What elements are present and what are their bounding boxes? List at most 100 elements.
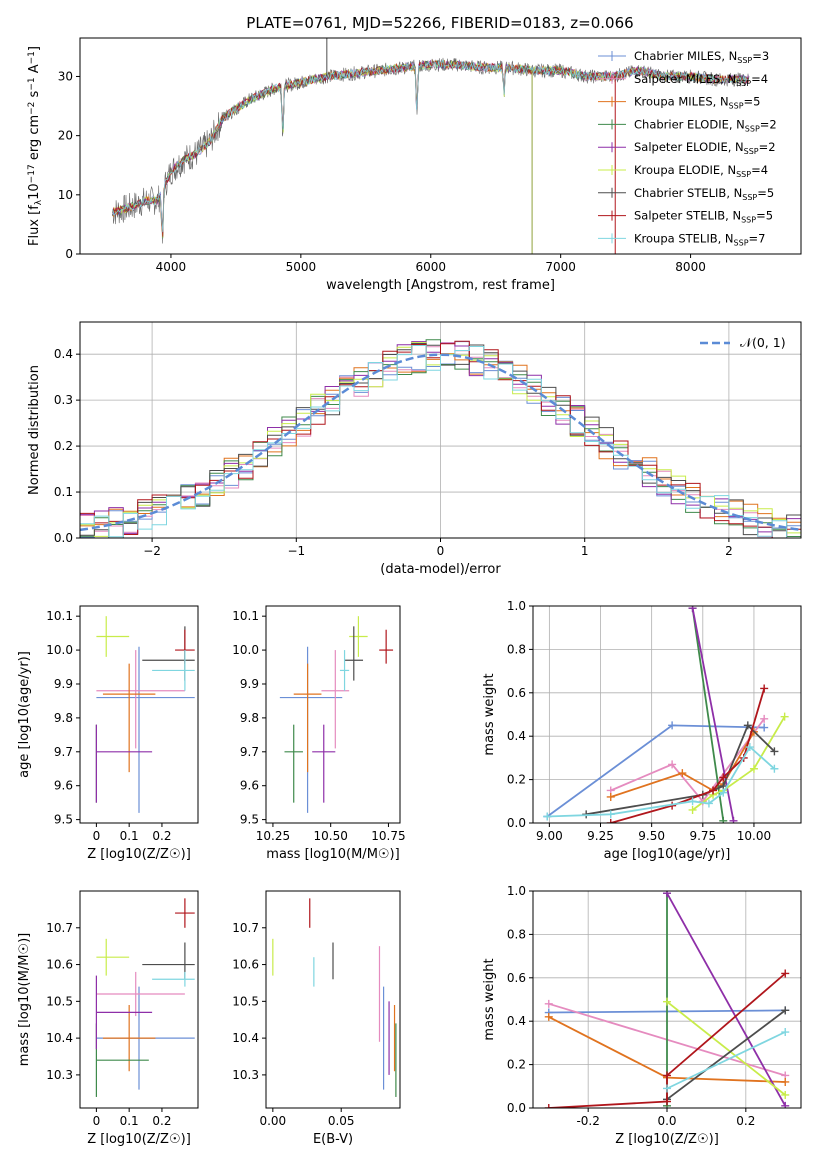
errorbar-point (96, 650, 185, 749)
weight-marker (781, 1090, 790, 1099)
weight-marker (663, 891, 671, 898)
x-tick-label: 9.50 (638, 829, 665, 843)
plot-area (533, 606, 801, 823)
legend-subscript: SSP (745, 124, 760, 133)
y-label-part: s (27, 90, 42, 101)
weight-line (666, 892, 786, 1107)
legend-subscript: SSP (736, 79, 751, 88)
x-axis-label: Z [log10(Z/Z☉)] (87, 847, 191, 862)
x-tick-label: 0 (93, 829, 101, 843)
weight-marker (760, 714, 769, 723)
weight-vs-metallicity-panel: -0.2 0.0 0.2 0.0 0.2 0.4 0.6 0.8 1.0 Z [log10(Z/Z… (482, 884, 802, 1147)
axes-frame: 0.00 0.05 10.3 10.4 10.5 10.6 10.7 E(B-V) (232, 890, 401, 1147)
x-tick-label: 10.75 (371, 829, 405, 843)
legend-label: 𝒩(0, 1) (740, 335, 786, 350)
y-tick-label: 9.7 (240, 745, 259, 759)
weight-marker (729, 816, 738, 823)
weight-line (691, 608, 725, 821)
y-tick-label: 10.4 (46, 1031, 73, 1045)
x-axis-label: age [log10(age/yr)] (604, 847, 731, 862)
weight-marker (544, 1104, 553, 1108)
y-tick-label: 9.6 (240, 779, 259, 793)
axes-frame: −2 −1 0 1 2 0.0 0.1 0.2 0.3 0.4 (data-model)/error… (27, 321, 802, 577)
errorbar-point (339, 650, 350, 691)
weight-marker (688, 606, 697, 613)
y-tick-label: 9.5 (54, 813, 73, 827)
residuals-histogram-panel: −2 −1 0 1 2 0.0 0.1 0.2 0.3 0.4 (data-model)/error… (27, 321, 802, 577)
y-tick-label: 10.0 (46, 643, 73, 657)
y-tick-label: 0.4 (54, 347, 73, 361)
plot-marks (272, 898, 397, 1097)
weight-marker (770, 747, 779, 756)
y-label-part: ] (27, 46, 42, 51)
plot-marks (112, 38, 750, 254)
y-axis-label: age [log10(age/yr)] (17, 651, 32, 778)
weight-marker (704, 799, 713, 808)
errorbar-point (349, 616, 368, 657)
plot-area (266, 891, 400, 1108)
y-label-part: 10 (27, 183, 42, 200)
plot-area (266, 606, 400, 823)
axes-border (265, 605, 401, 824)
model-spectrum (112, 59, 749, 233)
weight-marker (780, 712, 789, 721)
legend-subscript: SSP (742, 193, 757, 202)
x-tick-label: 9.25 (587, 829, 614, 843)
x-tick-label: 5000 (286, 260, 317, 274)
histogram-legend: 𝒩(0, 1) (700, 335, 786, 350)
legend-suffix: =5 (744, 95, 761, 109)
errorbar-point (312, 724, 336, 803)
y-label-part: −1 (27, 51, 37, 64)
legend-subscript: SSP (741, 216, 756, 225)
legend-subscript: SSP (737, 56, 752, 65)
axes-border (265, 890, 401, 1109)
legend-label: Kroupa ELODIE, NSSP=4 (634, 163, 768, 179)
x-tick-label: 9.00 (536, 829, 563, 843)
weight-marker (663, 1097, 671, 1106)
y-label-part: Flux [f (27, 205, 42, 246)
weight-marker (760, 723, 769, 732)
x-axis-label: Z [log10(Z/Z☉)] (615, 1132, 719, 1147)
x-tick-label: 7000 (545, 260, 576, 274)
legend-suffix: =5 (756, 209, 773, 223)
figure-title: PLATE=0761, MJD=52266, FIBERID=0183, z=0… (246, 14, 633, 32)
axes-frame: 9.00 9.25 9.50 9.75 10.00 0.0 0.2 0.4 0.6 0.8 1.0 a… (482, 599, 802, 862)
x-axis-label: Z [log10(Z/Z☉)] (87, 1132, 191, 1147)
age-vs-metallicity-panel: 0 0.1 0.2 9.5 9.6 9.7 9.8 9.9 10.0 10.1 Z [log10(Z… (17, 605, 199, 862)
x-tick-label: 0.1 (120, 1114, 139, 1128)
errorbar-point (175, 898, 195, 928)
y-tick-label: 9.6 (54, 779, 73, 793)
errorbar-point (293, 663, 322, 773)
y-tick-label: 0.4 (507, 1014, 526, 1028)
legend-suffix: =4 (751, 163, 768, 177)
y-tick-label: 20 (58, 129, 73, 143)
x-tick-label: 8000 (675, 260, 706, 274)
weight-marker (781, 969, 790, 978)
x-tick-label: 0 (437, 544, 445, 558)
weight-marker (668, 760, 677, 769)
weight-marker (743, 721, 752, 730)
x-tick-label: 0.05 (328, 1114, 355, 1128)
x-tick-label: 2 (725, 544, 733, 558)
plot-marks (95, 898, 195, 1097)
x-tick-label: 0.1 (120, 829, 139, 843)
legend-suffix: =2 (760, 117, 777, 131)
x-tick-label: 10.25 (256, 829, 290, 843)
y-tick-label: 10.1 (46, 609, 73, 623)
x-tick-label: 1 (581, 544, 589, 558)
y-tick-label: 10.1 (232, 609, 259, 623)
legend-subscript: SSP (736, 170, 751, 179)
y-tick-label: 0.6 (507, 971, 526, 985)
y-tick-label: 1.0 (507, 884, 526, 898)
weight-marker (606, 819, 615, 823)
mass-vs-metallicity-panel: 0 0.1 0.2 10.3 10.4 10.5 10.6 10.7 Z [log10(Z/Z☉… (17, 890, 199, 1147)
y-tick-label: 10.7 (232, 921, 259, 935)
x-axis-label: mass [log10(M/M☉)] (266, 847, 399, 862)
y-axis-label: mass [log10(M/M☉)] (17, 933, 32, 1066)
y-tick-label: 10.3 (232, 1068, 259, 1082)
y-tick-label: 10 (58, 188, 73, 202)
y-tick-label: 10.3 (46, 1068, 73, 1082)
weight-marker (719, 816, 728, 823)
residual-histogram (80, 340, 801, 538)
